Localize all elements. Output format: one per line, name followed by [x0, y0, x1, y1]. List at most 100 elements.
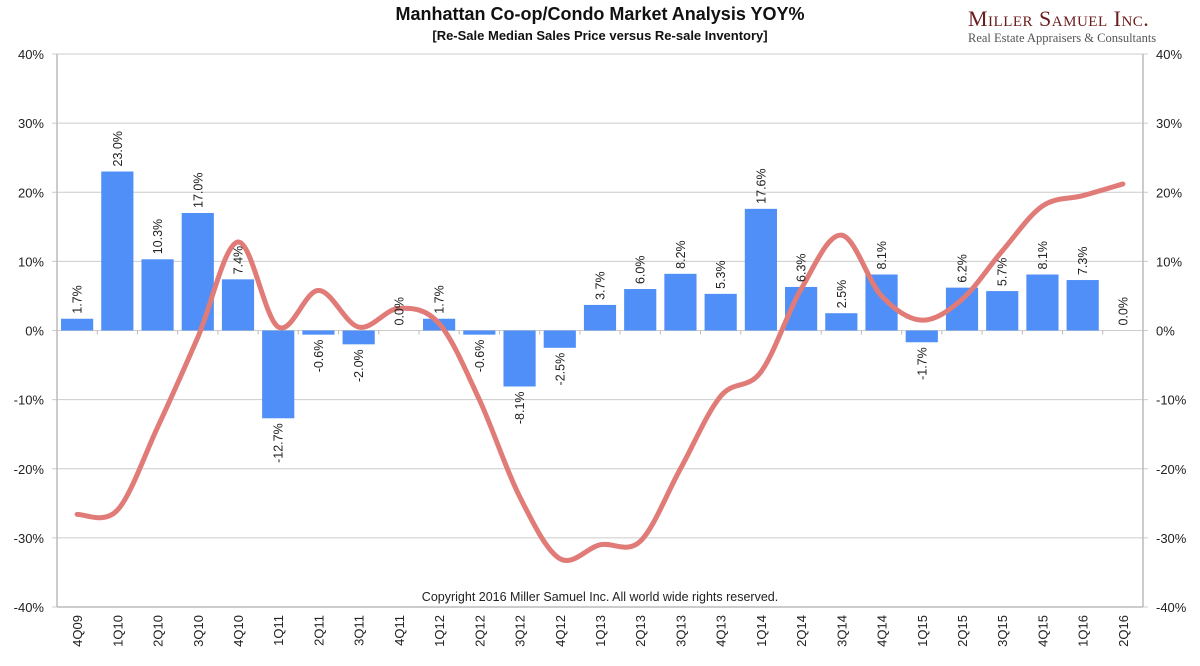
data-label-2Q11: -0.6%: [312, 340, 326, 373]
data-label-3Q11: -2.0%: [352, 349, 366, 382]
data-label-4Q09: 1.7%: [71, 285, 85, 314]
x-tick-label-1Q13: 1Q13: [593, 615, 608, 647]
bar-1Q11: [262, 330, 295, 419]
x-tick-label-4Q10: 4Q10: [231, 615, 246, 647]
line-series: [74, 181, 1126, 563]
bar-1Q10: [101, 171, 134, 331]
x-tick-label-3Q11: 3Q11: [352, 615, 367, 646]
x-tick-label-2Q13: 2Q13: [633, 615, 648, 647]
x-tick-label-2Q10: 2Q10: [151, 615, 166, 647]
bar-3Q11: [342, 330, 375, 345]
data-label-2Q16: 0.0%: [1116, 297, 1130, 326]
brand-logo: Miller Samuel Inc. Real Estate Appraiser…: [968, 6, 1156, 46]
data-label-3Q15: 5.7%: [996, 258, 1010, 287]
bar-2Q11: [302, 330, 335, 335]
data-label-4Q15: 8.1%: [1036, 241, 1050, 270]
left-y-tick-label: -10%: [14, 393, 45, 408]
data-label-2Q12: -0.6%: [473, 340, 487, 373]
data-label-1Q12: 1.7%: [433, 285, 447, 314]
bar-3Q15: [986, 291, 1019, 331]
left-y-tick-label: -40%: [14, 600, 45, 615]
x-tick-label-4Q12: 4Q12: [553, 615, 568, 647]
bar-1Q14: [744, 208, 777, 331]
chart-title: Manhattan Co-op/Condo Market Analysis YO…: [395, 4, 805, 24]
x-tick-label-3Q13: 3Q13: [673, 615, 688, 647]
data-label-4Q10: 7.4%: [232, 246, 246, 275]
right-y-tick-label: 0%: [1156, 324, 1175, 339]
right-y-tick-label: 30%: [1156, 116, 1182, 131]
data-label-4Q12: -2.5%: [553, 353, 567, 386]
x-tick-label-1Q15: 1Q15: [915, 615, 930, 647]
right-y-tick-label: -10%: [1156, 393, 1187, 408]
left-y-tick-label: 30%: [18, 116, 44, 131]
data-label-1Q14: 17.6%: [754, 168, 768, 203]
left-y-tick-label: 10%: [18, 254, 44, 269]
bar-4Q09: [61, 318, 94, 331]
brand-tagline: Real Estate Appraisers & Consultants: [968, 31, 1157, 45]
x-tick-label-1Q16: 1Q16: [1076, 615, 1091, 647]
bar-2Q13: [624, 289, 657, 331]
x-tick-label-3Q15: 3Q15: [995, 615, 1010, 647]
bar-1Q13: [583, 304, 617, 331]
brand-name: Miller Samuel Inc.: [968, 6, 1150, 31]
data-label-2Q15: 6.2%: [956, 254, 970, 283]
x-tick-label-1Q10: 1Q10: [110, 615, 125, 647]
x-tick-label-4Q15: 4Q15: [1035, 615, 1050, 647]
x-tick-label-2Q16: 2Q16: [1116, 615, 1131, 647]
x-tick-label-4Q13: 4Q13: [714, 615, 729, 647]
data-label-2Q14: 6.3%: [795, 253, 809, 282]
x-tick-label-2Q14: 2Q14: [794, 615, 809, 647]
x-tick-label-1Q12: 1Q12: [432, 615, 447, 647]
left-y-tick-label: -30%: [14, 531, 45, 546]
x-tick-label-1Q11: 1Q11: [271, 615, 286, 646]
x-tick-label-3Q10: 3Q10: [191, 615, 206, 647]
data-label-4Q11: 0.0%: [392, 297, 406, 326]
x-tick-label-2Q11: 2Q11: [311, 615, 326, 646]
x-tick-label-1Q14: 1Q14: [754, 615, 769, 647]
data-label-1Q13: 3.7%: [594, 271, 608, 300]
data-label-4Q13: 5.3%: [714, 260, 728, 289]
x-tick-label-4Q11: 4Q11: [392, 615, 407, 646]
right-y-tick-label: 40%: [1156, 47, 1182, 62]
x-tick-label-2Q12: 2Q12: [472, 615, 487, 647]
data-label-4Q14: 8.1%: [875, 241, 889, 270]
bar-3Q13: [664, 273, 697, 331]
left-y-axis-ticks: 40% 30% 20% 10% 0% -10% -20% -30% -40%: [14, 47, 45, 615]
bar-4Q10: [221, 279, 255, 331]
right-y-tick-label: -20%: [1156, 462, 1187, 477]
data-label-2Q13: 6.0%: [634, 256, 648, 285]
right-y-tick-label: -40%: [1156, 600, 1187, 615]
data-label-3Q14: 2.5%: [835, 280, 849, 309]
x-tick-label-3Q12: 3Q12: [513, 615, 528, 647]
bar-2Q10: [141, 259, 174, 331]
bar-1Q16: [1066, 280, 1099, 331]
bar-1Q15: [905, 330, 938, 343]
data-label-3Q10: 17.0%: [191, 173, 205, 208]
x-axis-labels: 4Q09 1Q10 2Q10 3Q10 4Q10 1Q11 2Q11 3Q11 4Q11 1Q12…: [70, 615, 1131, 647]
right-y-tick-label: 20%: [1156, 185, 1182, 200]
right-y-tick-label: 10%: [1156, 254, 1182, 269]
bar-3Q12: [503, 330, 536, 387]
x-tick-label-3Q14: 3Q14: [834, 615, 849, 647]
data-label-1Q16: 7.3%: [1076, 247, 1090, 276]
axes: [56, 54, 1144, 608]
copyright-notice: Copyright 2016 Miller Samuel Inc. All wo…: [421, 590, 779, 604]
x-tick-label-4Q09: 4Q09: [70, 615, 85, 647]
left-y-tick-label: 0%: [25, 324, 44, 339]
data-label-1Q11: -12.7%: [272, 423, 286, 463]
bar-4Q15: [1026, 274, 1059, 331]
bar-4Q12: [543, 330, 576, 348]
x-tick-label-2Q15: 2Q15: [955, 615, 970, 647]
data-label-1Q15: -1.7%: [915, 347, 929, 380]
right-y-tick-label: -30%: [1156, 531, 1187, 546]
data-label-3Q12: -8.1%: [513, 391, 527, 424]
bar-2Q12: [463, 330, 496, 335]
chart-subtitle: [Re-Sale Median Sales Price versus Re-sa…: [432, 28, 768, 43]
x-tick-label-4Q14: 4Q14: [875, 615, 890, 647]
data-label-3Q13: 8.2%: [674, 240, 688, 269]
bar-3Q14: [825, 313, 858, 331]
left-y-tick-label: 20%: [18, 185, 44, 200]
inventory-line: [74, 181, 1126, 563]
data-labels: 1.7% 23.0% 10.3% 17.0% 7.4% -12.7% -0.6% -2.0% 0…: [71, 131, 1131, 463]
